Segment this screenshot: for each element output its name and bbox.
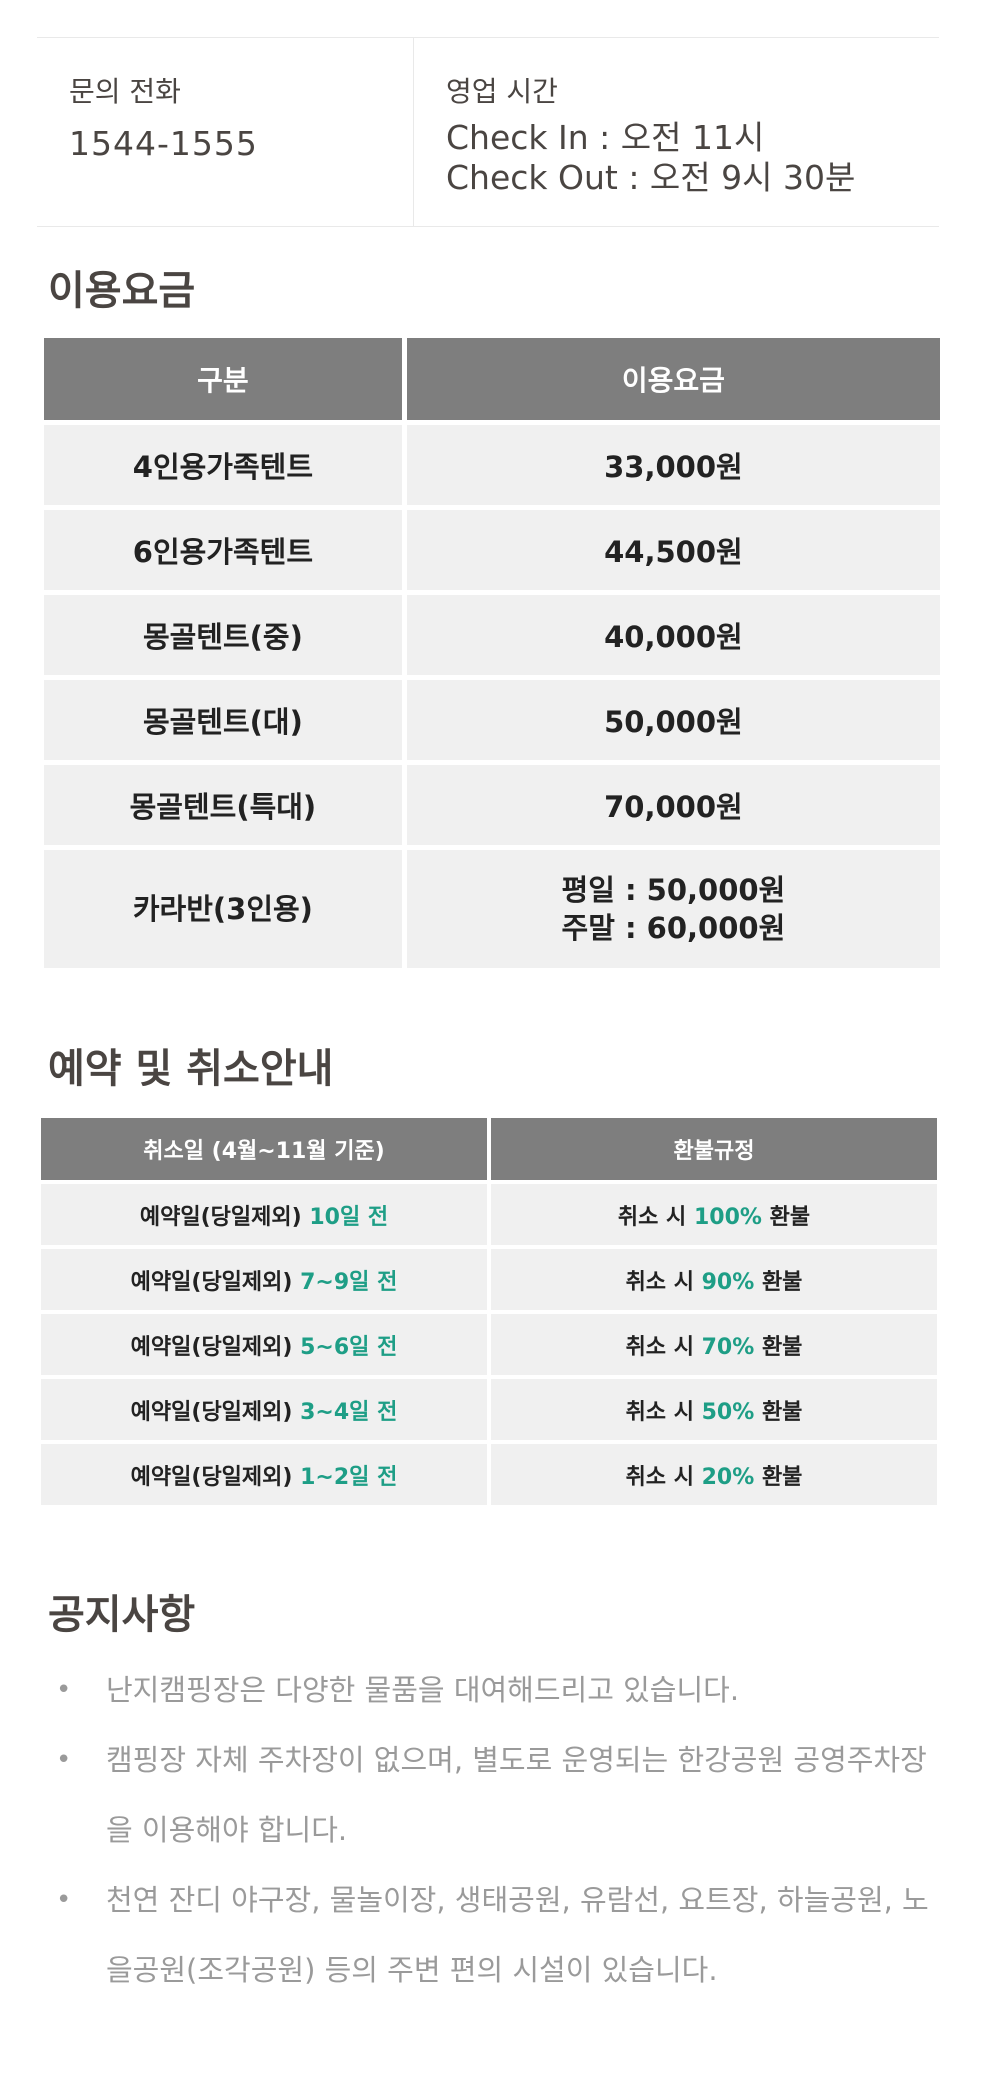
phone-label: 문의 전화 [69,75,181,108]
notice-text: 캠핑장 자체 주차장이 없으며, 별도로 운영되는 한강공원 공영주차장을 이용… [106,1743,927,1847]
tent-type: 몽골텐트(특대) [44,765,402,845]
notice-list: • 난지캠핑장은 다양한 물품을 대여해드리고 있습니다. • 캠핑장 자체 주… [48,1655,938,2005]
table-row: 몽골텐트(대) 50,000원 [44,680,940,760]
refund-pre: 취소 시 [625,1334,702,1360]
pricing-table: 구분 이용요금 4인용가족텐트 33,000원 6인용가족텐트 44,500원 … [39,333,945,973]
tent-price: 70,000원 [406,765,940,845]
refund-post: 환불 [754,1334,803,1360]
refund-percent: 20% [701,1464,755,1490]
info-box: 문의 전화 1544-1555 영업 시간 Check In : 오전 11시 … [37,37,939,227]
table-row: 예약일(당일제외) 3~4일 전 취소 시 50% 환불 [41,1379,937,1440]
tent-price: 44,500원 [406,510,940,590]
caravan-price: 평일 : 50,000원 주말 : 60,000원 [406,850,940,968]
cancel-date-prefix: 예약일(당일제외) [139,1204,310,1230]
tent-price: 40,000원 [406,595,940,675]
pricing-title: 이용요금 [48,268,196,314]
tent-price: 33,000원 [406,425,940,505]
list-item: • 천연 잔디 야구장, 물놀이장, 생태공원, 유람선, 요트장, 하늘공원,… [48,1865,938,2005]
table-row: 예약일(당일제외) 10일 전 취소 시 100% 환불 [41,1184,937,1245]
bullet-icon: • [56,1885,72,1915]
cancel-date-prefix: 예약일(당일제외) [130,1269,301,1295]
cancel-date-cell: 예약일(당일제외) 1~2일 전 [41,1444,487,1505]
cancel-date-prefix: 예약일(당일제외) [130,1464,301,1490]
tent-type: 몽골텐트(중) [44,595,402,675]
cancel-days: 5~6일 전 [300,1334,398,1360]
cancel-days: 1~2일 전 [300,1464,398,1490]
table-row: 몽골텐트(특대) 70,000원 [44,765,940,845]
notice-title: 공지사항 [48,1592,196,1638]
tent-type: 6인용가족텐트 [44,510,402,590]
tent-type: 카라반(3인용) [44,850,402,968]
refund-post: 환불 [754,1399,803,1425]
refund-pre: 취소 시 [617,1204,694,1230]
refund-header-row: 취소일 (4월~11월 기준) 환불규정 [41,1118,937,1180]
list-item: • 난지캠핑장은 다양한 물품을 대여해드리고 있습니다. [48,1655,938,1725]
weekday-price: 평일 : 50,000원 [561,873,786,907]
cancel-days: 10일 전 [309,1204,389,1230]
refund-policy-cell: 취소 시 50% 환불 [491,1379,937,1440]
bullet-icon: • [56,1675,72,1705]
cancel-days: 7~9일 전 [300,1269,398,1295]
business-hours-section: 영업 시간 Check In : 오전 11시 Check Out : 오전 9… [414,38,939,226]
tent-type: 몽골텐트(대) [44,680,402,760]
refund-percent: 100% [693,1204,762,1230]
table-row: 4인용가족텐트 33,000원 [44,425,940,505]
refund-percent: 50% [701,1399,755,1425]
refund-post: 환불 [754,1464,803,1490]
refund-table: 취소일 (4월~11월 기준) 환불규정 예약일(당일제외) 10일 전 취소 … [37,1114,941,1509]
notice-text: 난지캠핑장은 다양한 물품을 대여해드리고 있습니다. [106,1673,740,1707]
table-row: 6인용가족텐트 44,500원 [44,510,940,590]
cancel-date-prefix: 예약일(당일제외) [130,1399,301,1425]
weekend-price: 주말 : 60,000원 [561,911,786,945]
tent-type: 4인용가족텐트 [44,425,402,505]
table-row: 몽골텐트(중) 40,000원 [44,595,940,675]
pricing-header-price: 이용요금 [406,338,940,420]
refund-policy-cell: 취소 시 100% 환불 [491,1184,937,1245]
refund-post: 환불 [761,1204,811,1230]
bullet-icon: • [56,1745,72,1775]
refund-policy-cell: 취소 시 20% 환불 [491,1444,937,1505]
refund-pre: 취소 시 [625,1399,702,1425]
refund-post: 환불 [754,1269,803,1295]
table-row: 예약일(당일제외) 7~9일 전 취소 시 90% 환불 [41,1249,937,1310]
refund-percent: 70% [701,1334,755,1360]
hours-label: 영업 시간 [446,75,558,108]
refund-title: 예약 및 취소안내 [48,1046,334,1092]
pricing-header-type: 구분 [44,338,402,420]
table-row: 카라반(3인용) 평일 : 50,000원 주말 : 60,000원 [44,850,940,968]
cancel-days: 3~4일 전 [300,1399,398,1425]
cancel-date-prefix: 예약일(당일제외) [130,1334,301,1360]
refund-percent: 90% [701,1269,755,1295]
table-row: 예약일(당일제외) 1~2일 전 취소 시 20% 환불 [41,1444,937,1505]
contact-phone-section: 문의 전화 1544-1555 [37,38,414,226]
cancel-date-cell: 예약일(당일제외) 5~6일 전 [41,1314,487,1375]
phone-number[interactable]: 1544-1555 [69,124,258,164]
pricing-header-row: 구분 이용요금 [44,338,940,420]
check-out-time: Check Out : 오전 9시 30분 [446,158,856,198]
refund-pre: 취소 시 [625,1269,702,1295]
refund-pre: 취소 시 [625,1464,702,1490]
cancel-date-cell: 예약일(당일제외) 10일 전 [41,1184,487,1245]
cancel-date-cell: 예약일(당일제외) 7~9일 전 [41,1249,487,1310]
refund-policy-cell: 취소 시 70% 환불 [491,1314,937,1375]
refund-policy-cell: 취소 시 90% 환불 [491,1249,937,1310]
list-item: • 캠핑장 자체 주차장이 없으며, 별도로 운영되는 한강공원 공영주차장을 … [48,1725,938,1865]
notice-text: 천연 잔디 야구장, 물놀이장, 생태공원, 유람선, 요트장, 하늘공원, 노… [106,1883,929,1987]
table-row: 예약일(당일제외) 5~6일 전 취소 시 70% 환불 [41,1314,937,1375]
refund-header-policy: 환불규정 [491,1118,937,1180]
check-in-time: Check In : 오전 11시 [446,118,765,158]
tent-price: 50,000원 [406,680,940,760]
refund-header-date: 취소일 (4월~11월 기준) [41,1118,487,1180]
cancel-date-cell: 예약일(당일제외) 3~4일 전 [41,1379,487,1440]
